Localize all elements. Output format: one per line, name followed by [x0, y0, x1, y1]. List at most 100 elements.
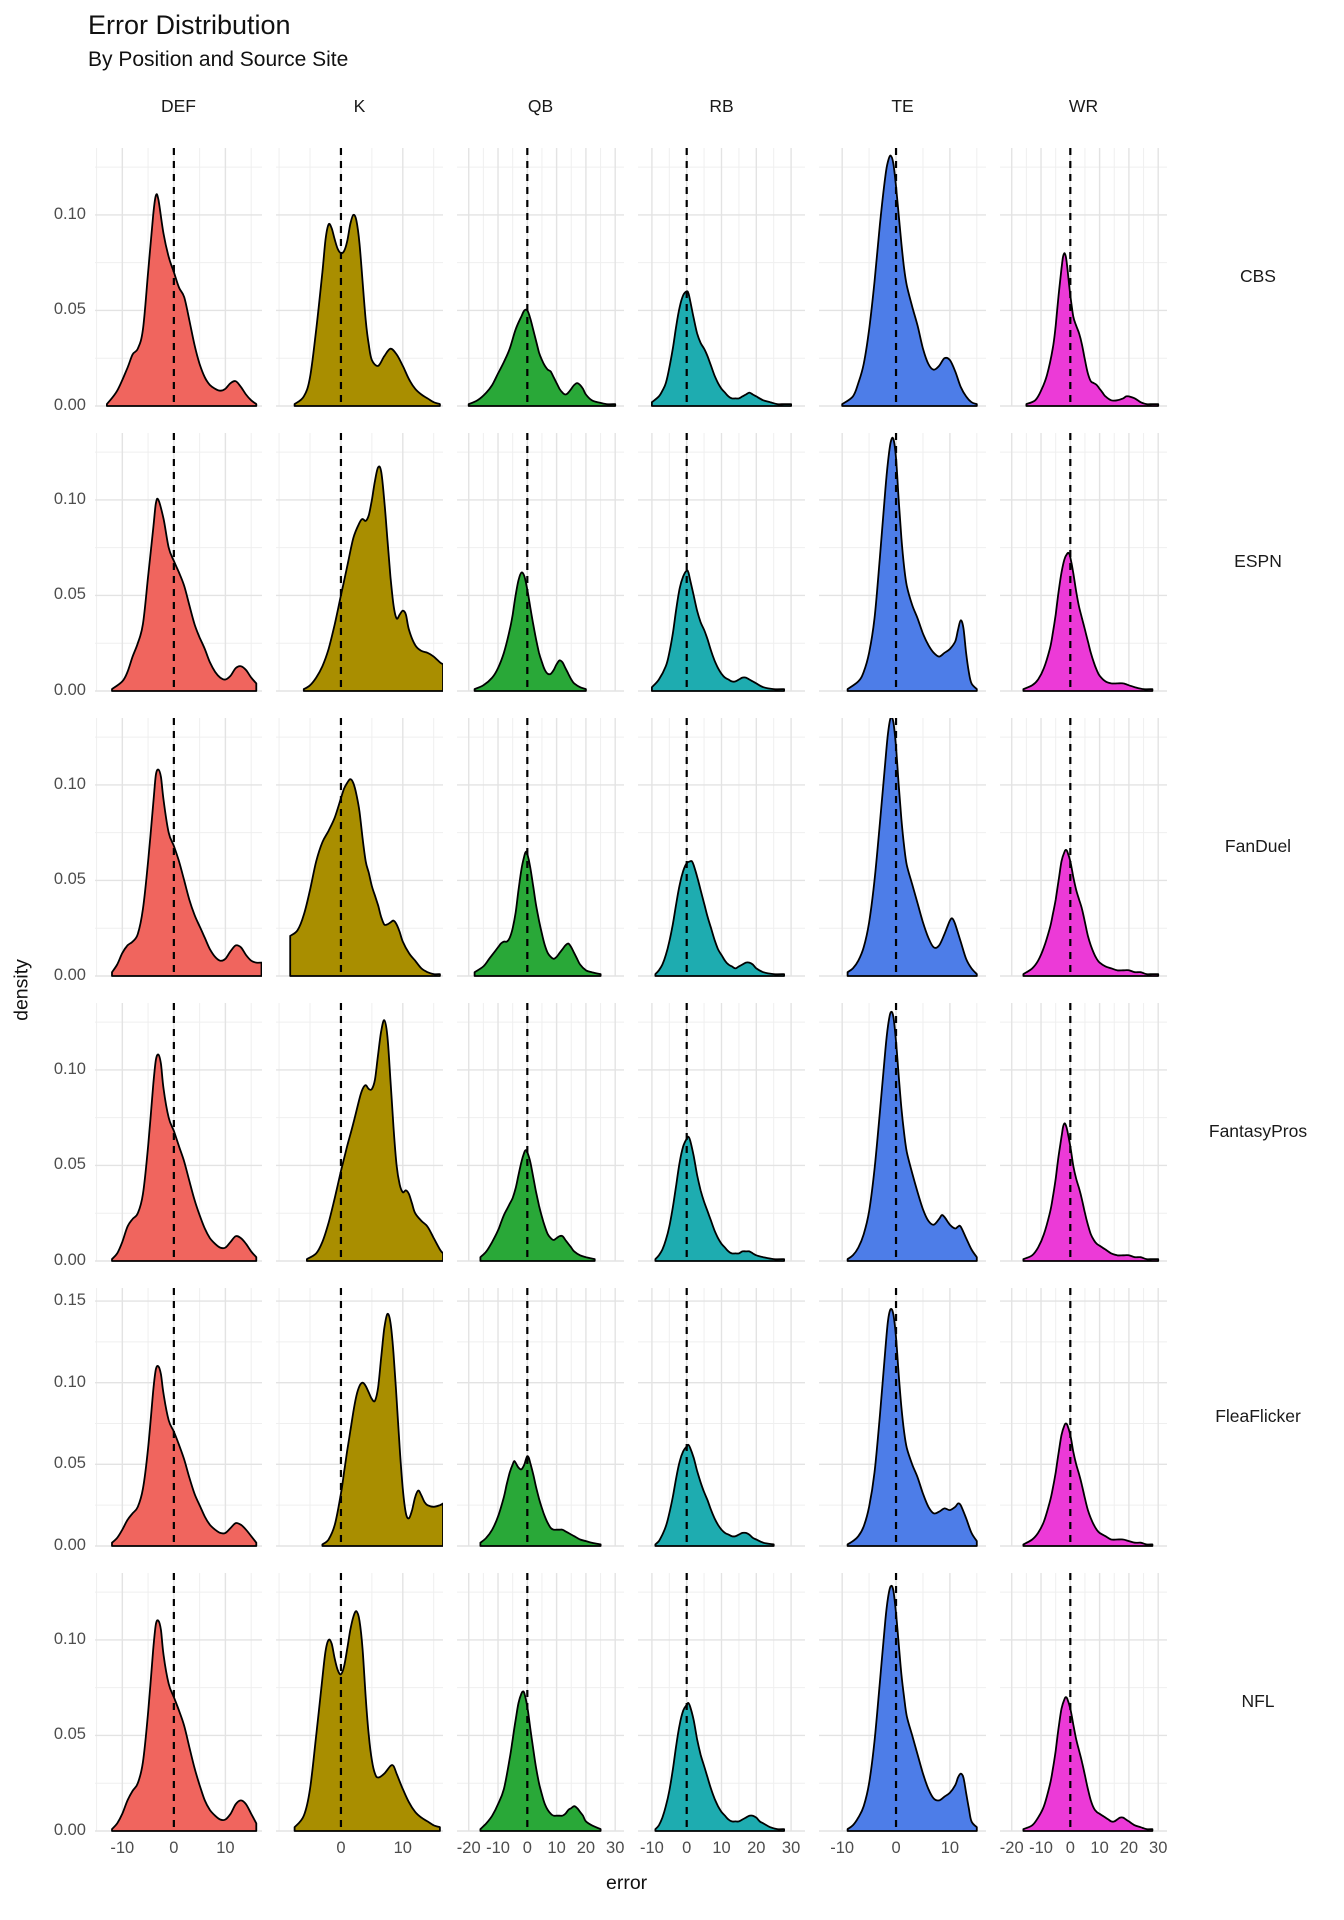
- facet-panel-FantasyPros-QB: [457, 1003, 624, 1262]
- facet-panel-NFL-K: [276, 1573, 443, 1832]
- y-axis-tick-label: 0.00: [53, 681, 86, 699]
- x-axis-tick-label: 0: [682, 1839, 692, 1857]
- x-axis-tick-label: 10: [216, 1839, 235, 1857]
- x-axis-tick-label: 0: [336, 1839, 346, 1857]
- y-axis-tick-label: 0.10: [53, 204, 86, 223]
- x-axis-tick-label: -20: [456, 1839, 481, 1857]
- density-curve-ESPN-K: [302, 465, 443, 692]
- facet-panel-FanDuel-WR: [1000, 718, 1167, 977]
- facet-panel-FleaFlicker-TE: [819, 1288, 986, 1547]
- density-curve-ESPN-RB: [651, 569, 785, 692]
- facet-column-header-k: K: [353, 96, 366, 116]
- x-axis-tick-label: 30: [606, 1839, 625, 1857]
- facet-panel-NFL-TE: [819, 1573, 986, 1832]
- density-curve-FanDuel-QB: [473, 850, 602, 977]
- facet-panel-FanDuel-DEF: [95, 718, 262, 977]
- density-curve-FleaFlicker-WR: [1022, 1422, 1154, 1547]
- x-axis-tick-label: 10: [940, 1839, 960, 1857]
- density-curve-FantasyPros-DEF: [111, 1053, 258, 1262]
- facet-panel-FanDuel-QB: [457, 718, 624, 977]
- x-axis-tick-label: -10: [639, 1839, 664, 1857]
- density-curve-FantasyPros-TE: [846, 1010, 978, 1262]
- density-curve-FanDuel-RB: [654, 860, 785, 977]
- density-curve-FanDuel-K: [289, 778, 441, 977]
- x-axis-tick-label: -10: [1029, 1839, 1053, 1857]
- density-curve-FanDuel-TE: [846, 718, 978, 977]
- density-curve-CBS-TE: [841, 154, 978, 407]
- x-axis-tick-label: 10: [1090, 1839, 1109, 1857]
- facet-panel-CBS-TE: [819, 148, 986, 407]
- facet-panel-ESPN-QB: [457, 433, 624, 692]
- x-axis-tick-label: -20: [999, 1839, 1024, 1857]
- density-curve-CBS-K: [293, 213, 441, 407]
- facet-panel-CBS-DEF: [95, 148, 262, 407]
- y-axis-tick-label: 0.10: [53, 1372, 86, 1391]
- facet-panel-FantasyPros-WR: [1000, 1003, 1167, 1262]
- density-curve-NFL-DEF: [111, 1619, 258, 1832]
- facet-row-label-fanduel: FanDuel: [1224, 836, 1292, 856]
- facet-row-label-fantasypros: FantasyPros: [1208, 1121, 1308, 1141]
- density-curve-ESPN-DEF: [111, 497, 258, 692]
- facet-panel-CBS-RB: [638, 148, 805, 407]
- y-axis-tick-label: 0.05: [53, 585, 86, 604]
- y-axis-title: density: [10, 959, 33, 1021]
- facet-panel-NFL-RB: [638, 1573, 805, 1832]
- density-curve-FantasyPros-WR: [1022, 1122, 1160, 1262]
- y-axis-tick-label: 0.15: [53, 1291, 86, 1310]
- facet-column-header-qb: QB: [527, 96, 554, 116]
- y-axis-tick-label: 0.05: [53, 870, 86, 889]
- facet-panel-FleaFlicker-K: [276, 1288, 443, 1547]
- density-curve-ESPN-TE: [846, 436, 978, 692]
- y-axis-tick-label: 0.00: [53, 396, 86, 414]
- facet-row-label-espn: ESPN: [1234, 551, 1282, 571]
- facet-panel-FanDuel-RB: [638, 718, 805, 977]
- y-axis-tick-label: 0.10: [53, 774, 86, 793]
- facet-panel-ESPN-K: [276, 433, 443, 692]
- facet-panel-NFL-WR: [1000, 1573, 1167, 1832]
- density-curve-NFL-K: [293, 1610, 441, 1832]
- x-axis-tick-label: -10: [110, 1839, 135, 1857]
- density-curve-NFL-TE: [846, 1584, 978, 1832]
- facet-panel-CBS-WR: [1000, 148, 1167, 407]
- facet-panel-FleaFlicker-WR: [1000, 1288, 1167, 1547]
- y-axis-tick-label: 0.10: [53, 1629, 86, 1648]
- x-axis-tick-label: 10: [393, 1839, 412, 1857]
- y-axis-tick-label: 0.05: [53, 1725, 86, 1744]
- facet-panel-ESPN-TE: [819, 433, 986, 692]
- y-axis-tick-label: 0.05: [53, 1454, 86, 1473]
- x-axis-tick-label: 0: [169, 1839, 179, 1857]
- density-curve-FleaFlicker-QB: [479, 1455, 602, 1547]
- x-axis-tick-label: -10: [486, 1839, 510, 1857]
- x-axis-tick-label: -10: [830, 1839, 855, 1857]
- density-curve-FanDuel-DEF: [111, 768, 262, 977]
- density-curve-FantasyPros-QB: [479, 1149, 596, 1262]
- facet-panel-FleaFlicker-DEF: [95, 1288, 262, 1547]
- x-axis-tick-label: 20: [1119, 1839, 1139, 1857]
- x-axis-tick-label: 30: [1149, 1839, 1168, 1857]
- density-curve-FleaFlicker-K: [321, 1312, 443, 1547]
- x-axis-tick-label: 10: [547, 1839, 566, 1857]
- density-curve-ESPN-WR: [1022, 551, 1154, 692]
- x-axis-title: error: [606, 1872, 648, 1894]
- facet-panel-FleaFlicker-RB: [638, 1288, 805, 1547]
- density-curve-FleaFlicker-TE: [846, 1307, 978, 1547]
- facet-panel-FantasyPros-TE: [819, 1003, 986, 1262]
- y-axis-tick-label: 0.00: [53, 1821, 86, 1839]
- facet-panel-FantasyPros-K: [276, 1003, 443, 1262]
- facet-panel-FantasyPros-RB: [638, 1003, 805, 1262]
- facet-panel-NFL-QB: [457, 1573, 624, 1832]
- x-axis-tick-label: 0: [522, 1839, 532, 1857]
- facet-panel-NFL-DEF: [95, 1573, 262, 1832]
- density-curve-FleaFlicker-RB: [654, 1443, 775, 1547]
- density-curve-CBS-WR: [1025, 252, 1160, 407]
- density-curve-FantasyPros-K: [306, 1019, 443, 1262]
- facet-panel-FantasyPros-DEF: [95, 1003, 262, 1262]
- x-axis-tick-label: 20: [747, 1839, 766, 1857]
- density-curve-ESPN-QB: [473, 571, 587, 692]
- facet-column-header-rb: RB: [709, 96, 734, 116]
- facet-row-label-nfl: NFL: [1241, 1691, 1275, 1711]
- facet-column-header-te: TE: [891, 96, 914, 116]
- density-curve-CBS-QB: [467, 308, 617, 407]
- density-curve-FantasyPros-RB: [654, 1135, 785, 1262]
